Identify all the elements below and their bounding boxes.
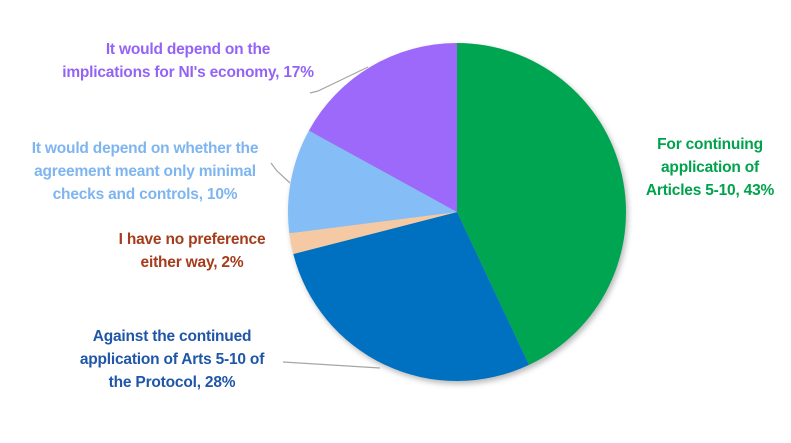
pie-slices xyxy=(287,43,627,382)
label-against-continued-application: Against the continued application of Art… xyxy=(60,325,284,394)
label-line: agreement meant only minimal xyxy=(34,163,256,180)
label-line: application of Arts 5-10 of xyxy=(79,351,265,368)
label-line: I have no preference xyxy=(118,231,266,248)
leader-line-ni-economy xyxy=(309,66,369,94)
label-line: It would depend on the xyxy=(105,41,271,58)
pie-slice-against-continued-application xyxy=(293,212,529,382)
pie-slice-no-preference xyxy=(289,212,457,254)
leader-line-against-continued xyxy=(282,361,381,369)
label-line: Against the continued xyxy=(92,328,252,345)
pie-slice-depends-ni-economy xyxy=(308,43,457,212)
leader-line-minimal-checks xyxy=(270,162,291,184)
pie-slice-for-continuing-articles xyxy=(457,43,627,365)
label-line: checks and controls, 10% xyxy=(52,186,238,203)
label-line: implications for NI's economy, 17% xyxy=(62,64,314,81)
label-depends-ni-economy: It would depend on the implications for … xyxy=(58,38,318,84)
pie-slice-depends-minimal-checks xyxy=(287,130,457,234)
label-no-preference: I have no preference either way, 2% xyxy=(97,228,287,274)
leader-lines xyxy=(270,66,381,369)
label-line: For continuing xyxy=(657,136,763,153)
label-line: It would depend on whether the xyxy=(31,140,259,157)
label-for-continuing-articles: For continuing application of Articles 5… xyxy=(628,133,791,202)
label-line: either way, 2% xyxy=(140,254,244,271)
label-line: the Protocol, 28% xyxy=(108,374,236,391)
label-line: application of xyxy=(661,159,759,176)
label-line: Articles 5-10, 43% xyxy=(645,182,775,199)
label-depends-minimal-checks: It would depend on whether the agreement… xyxy=(10,137,280,206)
